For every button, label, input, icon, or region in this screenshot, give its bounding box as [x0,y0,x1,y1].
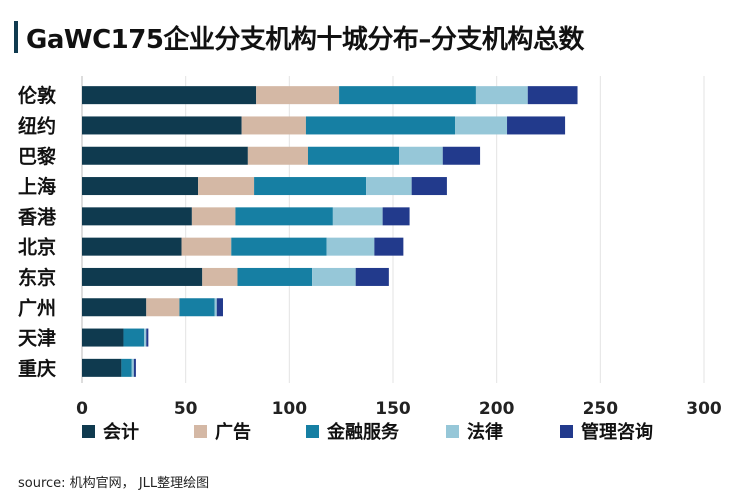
bar-segment [82,86,257,105]
bar-segment [82,177,199,196]
bar-segment [198,177,255,196]
bar-segment [181,237,232,256]
bar-segment [131,358,134,377]
bar-segment [144,328,147,347]
bar-segment [202,267,238,286]
bar-segment [82,298,147,317]
bar-segment [121,358,132,377]
bar-segment [475,86,528,105]
legend-label: 会计 [103,421,139,443]
source-note: source: 机构官网， JLL整理绘图 [18,476,210,491]
bar-segment [235,207,333,226]
bar-segment [339,86,476,105]
legend-swatch [446,425,459,438]
legend-label: 法律 [467,421,503,443]
legend-swatch [194,425,207,438]
bar-segment [133,358,136,377]
x-tick-label: 50 [174,399,198,419]
bar-segment [82,116,242,135]
bar-segment [247,146,308,165]
bar-segment [254,177,367,196]
stacked-bar-chart: 0 50 100 150 200 250 300 伦敦纽约巴黎上海香港北京东京广州天津重庆会计… [17,76,722,443]
bar-segment [214,298,217,317]
bar-segment [527,86,578,105]
x-tick-label: 150 [375,399,411,419]
bar-segment [82,237,182,256]
bar-segment [256,86,340,105]
bar-segment [326,237,375,256]
bar-segment [366,177,412,196]
bar-segment [312,267,356,286]
bar-segment [191,207,236,226]
title-text: GaWC175企业分支机构十城分布–分支机构总数 [26,24,584,55]
bar-segment [374,237,404,256]
category-label: 纽约 [18,114,56,137]
x-tick-label: 250 [583,399,619,419]
legend-label: 管理咨询 [581,421,653,443]
legend-label: 广告 [215,421,251,443]
x-tick-label: 100 [272,399,308,419]
bar-segment [82,267,203,286]
x-tick-label: 0 [76,399,88,419]
bar-segment [411,177,447,196]
bar-segment [82,207,192,226]
category-label: 重庆 [18,357,56,380]
category-label: 巴黎 [18,146,56,168]
bar-segment [216,298,223,317]
category-label: 广州 [18,296,56,319]
bar-segment [237,267,313,286]
bar-segment [231,237,327,256]
bar-segment [382,207,410,226]
x-tick-label: 200 [479,399,515,419]
title-accent-bar [14,21,18,53]
bar-segment [146,298,180,317]
category-label: 香港 [17,206,57,228]
bar-segment [307,146,400,165]
bar-segment [123,328,145,347]
x-tick-label: 300 [686,399,722,419]
bar-segment [355,267,389,286]
category-label: 伦敦 [18,84,57,107]
chart-title: GaWC175企业分支机构十城分布–分支机构总数 [14,20,584,55]
bar-segment [241,116,306,135]
bar-segment [179,298,215,317]
category-label: 天津 [18,327,56,350]
bar-segment [146,328,149,347]
category-label: 上海 [18,175,56,198]
legend-swatch [306,425,319,438]
bar-segment [332,207,383,226]
bar-segment [399,146,443,165]
bar-segment [305,116,456,135]
bar-segment [82,146,248,165]
legend-swatch [82,425,95,438]
bar-segment [82,328,124,347]
legend-swatch [560,425,573,438]
category-label: 东京 [18,266,56,289]
category-label: 北京 [18,236,56,259]
bar-segment [507,116,566,135]
bar-segment [455,116,508,135]
bar-segment [82,358,122,377]
bar-segment [442,146,481,165]
legend-label: 金融服务 [326,421,400,443]
